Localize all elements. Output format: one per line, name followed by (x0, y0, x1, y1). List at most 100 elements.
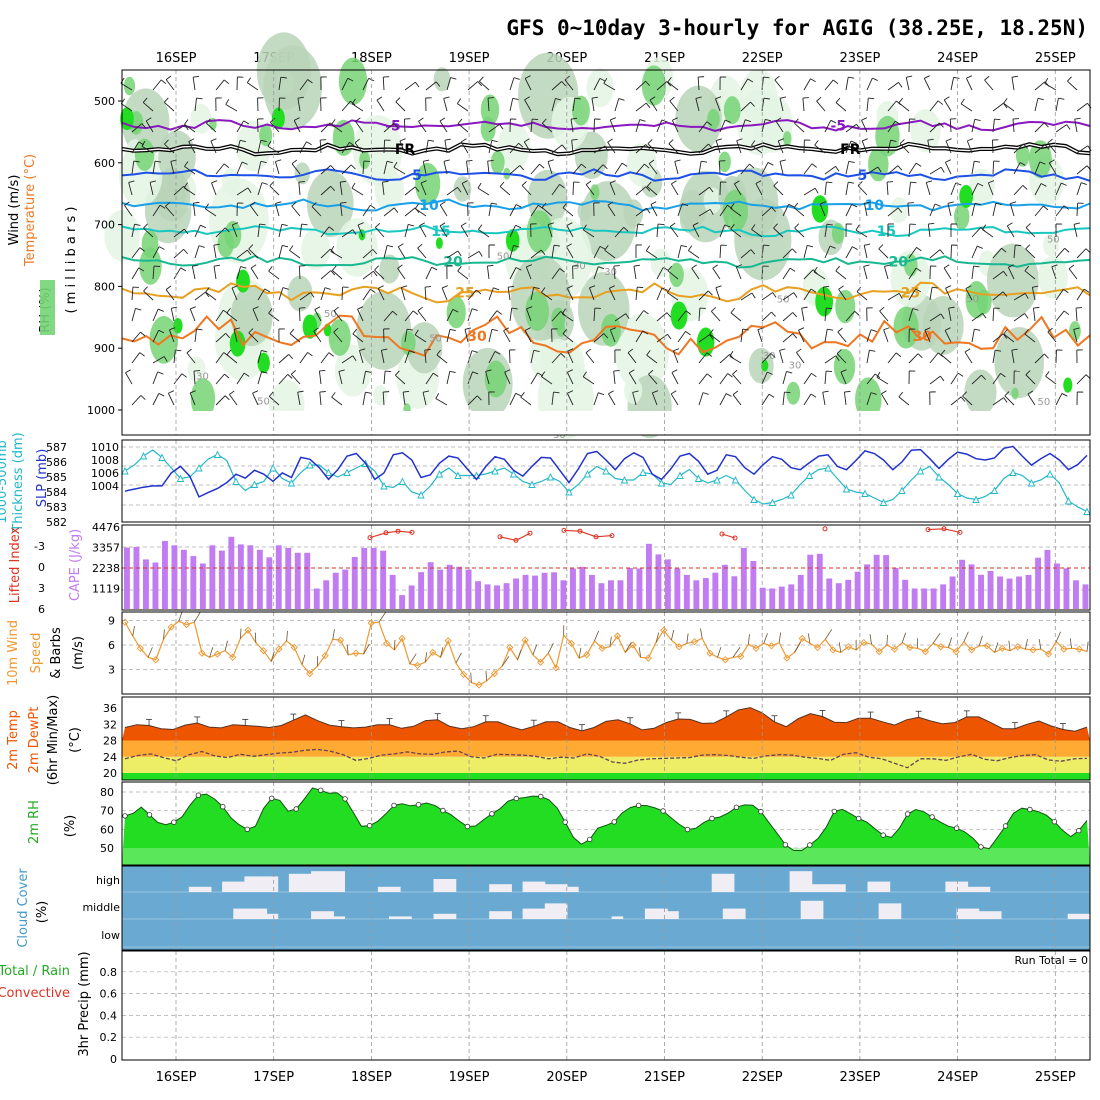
wind-barb-flag (610, 117, 617, 121)
wind-barb (341, 355, 354, 364)
wind-barb-flag (243, 120, 250, 125)
wind-barb-flag (937, 100, 944, 105)
cloud-cell-middle (266, 913, 279, 919)
wind-barb-flag (745, 119, 752, 123)
wind-barb (355, 121, 364, 133)
cloud-cell-high (433, 879, 446, 892)
temperature-contour-label: -5 (831, 119, 847, 135)
wind-barb-flag (559, 268, 565, 273)
cape-bar (959, 559, 965, 609)
cloud-cell-middle (244, 908, 256, 919)
rh-axis-label-units: (%) (63, 815, 78, 838)
wind-barb-flag (378, 285, 384, 289)
wind-barb (209, 647, 214, 658)
wind-barb (798, 330, 805, 343)
wind-barb (822, 392, 826, 406)
wind-barb (887, 82, 899, 91)
wind-barb-flag (224, 373, 230, 379)
rh-contour-label: 30 (789, 360, 802, 371)
wind-barb-flag (392, 310, 398, 316)
wind-barb-flag (1049, 159, 1055, 164)
wind-barb (740, 163, 750, 175)
wind-barb (278, 354, 290, 364)
wind-barb (467, 250, 480, 259)
wind-speed-point (598, 644, 606, 652)
wind-barb (593, 118, 595, 133)
wind-barb (319, 392, 322, 406)
thickness-point (176, 474, 185, 482)
wind-barb (1055, 205, 1065, 217)
wind-barb (530, 163, 540, 175)
panel-frame (121, 865, 1091, 951)
wind-barb-flag (439, 117, 446, 122)
wind-barb (566, 246, 574, 259)
axis-label-line: 2m RH (27, 800, 42, 844)
wind-barb (1033, 308, 1036, 322)
wind-barb (656, 287, 663, 301)
wind-barb (803, 163, 813, 175)
wind-barb (796, 352, 805, 364)
wind-barb-flag (381, 348, 388, 351)
wind-barb (782, 292, 794, 301)
cape-bar (418, 572, 425, 609)
wind-barb (436, 354, 448, 364)
wind-barb (635, 80, 646, 91)
wind-barb-flag (133, 160, 140, 163)
wind-barb-flag (1043, 122, 1049, 128)
precip-tick-label: 0.8 (100, 966, 118, 979)
wind-barb-flag (395, 370, 400, 376)
wind-barb (362, 249, 374, 259)
rh-point (953, 825, 960, 831)
wind-barb-flag (561, 144, 567, 150)
cloud-cell-middle (255, 908, 268, 919)
rh-contour-area (1069, 321, 1081, 341)
wind-barb-flag (884, 264, 891, 267)
wind-barb-flag (359, 348, 366, 351)
pressure-tick-label: 800 (94, 280, 115, 293)
wind-barb (845, 204, 853, 217)
wind-barb (1008, 640, 1011, 651)
slp-tick-label: 1004 (91, 480, 119, 493)
rh-contour-label: 50 (966, 294, 979, 305)
cape-bar (968, 564, 975, 609)
cape-bar (218, 550, 225, 609)
axis-label-line: Wind (m/s) (7, 175, 22, 246)
wind-speed-point (475, 681, 483, 689)
wind-barb (486, 266, 490, 280)
wind-barb-flag (313, 327, 319, 332)
rh-contour-area (718, 151, 731, 173)
temp-axis-label-units: (°C) (68, 727, 83, 753)
wind-barb-flag (476, 395, 482, 401)
wind-barb (298, 265, 301, 280)
wind-barb (698, 121, 708, 133)
wind-barb-flag (436, 349, 441, 356)
cape-bar (940, 584, 947, 609)
wind-barb-flag (532, 118, 539, 121)
rh-contour-area (453, 176, 472, 202)
wind-barb (236, 120, 245, 133)
wind-barb (857, 185, 868, 196)
cape-bar (408, 585, 415, 609)
wind-barb (907, 203, 910, 217)
rh-contour-area (435, 237, 443, 249)
wind-barb-flag (603, 333, 609, 339)
wind-barb-flag (224, 395, 230, 401)
cape-bar (892, 568, 899, 609)
wind-barb (667, 292, 679, 301)
wind-barb-flag (826, 307, 833, 310)
wind-barb-flag (669, 96, 675, 102)
wind-barb (439, 204, 448, 217)
cape-bar (199, 563, 206, 609)
rh-contour-area (723, 96, 741, 125)
wind-barb-flag (645, 245, 650, 251)
wind-barb-flag (471, 308, 478, 311)
wind-barb (383, 161, 388, 175)
wind-barb-flag (1008, 264, 1014, 268)
thickness-point (694, 474, 703, 482)
wind-barb-flag (223, 79, 230, 85)
wind-barb (441, 287, 448, 301)
cape-bar (456, 566, 463, 609)
date-label-bottom: 19SEP (449, 1070, 490, 1085)
wind-barb-flag (898, 391, 903, 398)
wind-barb-flag (243, 372, 250, 377)
